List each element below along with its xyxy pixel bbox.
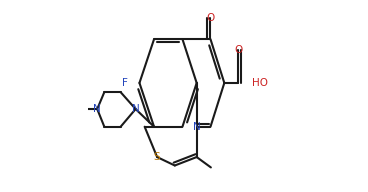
Text: HO: HO	[252, 78, 268, 88]
Text: N: N	[132, 104, 139, 114]
Text: O: O	[234, 45, 242, 55]
Text: N: N	[93, 104, 101, 114]
Text: N: N	[193, 122, 201, 132]
Text: F: F	[122, 78, 128, 88]
Text: O: O	[206, 13, 215, 23]
Text: S: S	[154, 152, 160, 162]
